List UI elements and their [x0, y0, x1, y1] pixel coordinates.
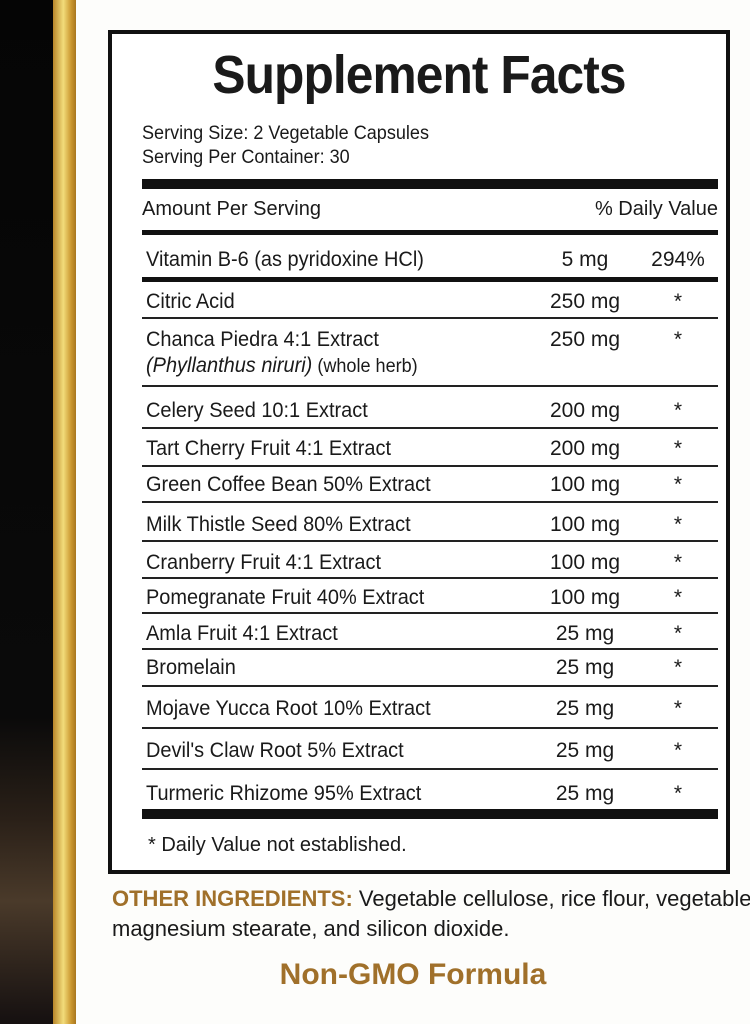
ingredient-dv: *: [673, 782, 683, 805]
ingredient-name: Devil's Claw Root 5% Extract: [146, 739, 404, 762]
footnote: * Daily Value not established.: [148, 834, 407, 856]
ingredient-name: Mojave Yucca Root 10% Extract: [146, 697, 431, 720]
ingredient-amount: 100 mg: [549, 473, 621, 496]
ingredient-dv: *: [673, 739, 683, 762]
supplement-facts-panel: Supplement Facts Serving Size: 2 Vegetab…: [108, 30, 730, 874]
row-divider: [142, 768, 718, 770]
ingredient-name: Bromelain: [146, 656, 236, 679]
row-divider: [142, 612, 718, 614]
ingredient-name: Citric Acid: [146, 290, 235, 313]
ingredient-name: Cranberry Fruit 4:1 Extract: [146, 551, 382, 574]
non-gmo-badge: Non-GMO Formula: [279, 958, 547, 991]
row-divider: [142, 465, 718, 467]
ingredient-amount: 200 mg: [549, 437, 621, 460]
medium-divider: [142, 230, 718, 235]
row-divider: [142, 648, 718, 650]
ingredient-name: Amla Fruit 4:1 Extract: [146, 622, 338, 645]
ingredient-amount: 5 mg: [561, 248, 609, 271]
other-ingredients-text: Vegetable cellulose, rice flour, vegetab…: [112, 886, 750, 941]
ingredient-dv: *: [673, 586, 683, 609]
thick-divider: [142, 179, 718, 189]
row-divider: [142, 385, 718, 387]
ingredient-dv: *: [673, 622, 683, 645]
ingredient-name: Chanca Piedra 4:1 Extract: [146, 328, 379, 351]
column-header: Amount Per Serving % Daily Value: [142, 198, 718, 221]
ingredient-dv: *: [673, 290, 683, 313]
decorative-black-strip: [0, 0, 53, 1024]
ingredient-name: Tart Cherry Fruit 4:1 Extract: [146, 437, 392, 460]
ingredient-name: Pomegranate Fruit 40% Extract: [146, 586, 425, 609]
serving-info: Serving Size: 2 Vegetable Capsules Servi…: [142, 122, 429, 170]
ingredient-amount: 200 mg: [549, 399, 621, 422]
medium-divider: [142, 277, 718, 282]
dv-header: % Daily Value: [594, 198, 718, 220]
ingredient-dv: *: [673, 473, 683, 496]
ingredient-amount: 250 mg: [549, 328, 621, 351]
ingredient-name: Milk Thistle Seed 80% Extract: [146, 513, 411, 536]
row-divider: [142, 317, 718, 319]
ingredient-dv: *: [673, 697, 683, 720]
ingredient-dv: *: [673, 399, 683, 422]
ingredient-dv: *: [673, 551, 683, 574]
other-ingredients: OTHER INGREDIENTS: Vegetable cellulose, …: [112, 884, 750, 944]
ingredient-name: Celery Seed 10:1 Extract: [146, 399, 368, 422]
ingredient-amount: 100 mg: [549, 586, 621, 609]
row-divider: [142, 685, 718, 687]
ingredient-amount: 25 mg: [555, 697, 615, 720]
serving-size: Serving Size: 2 Vegetable Capsules: [142, 123, 429, 144]
ingredient-amount: 25 mg: [555, 739, 615, 762]
thick-divider: [142, 809, 718, 819]
ingredient-amount: 25 mg: [555, 782, 615, 805]
row-divider: [142, 727, 718, 729]
ingredient-amount: 250 mg: [549, 290, 621, 313]
decorative-gold-strip: [53, 0, 76, 1024]
ingredient-amount: 100 mg: [549, 551, 621, 574]
ingredient-dv: *: [673, 437, 683, 460]
servings-per-container: Serving Per Container: 30: [142, 147, 350, 168]
ingredient-amount: 25 mg: [555, 622, 615, 645]
ingredient-dv: *: [673, 513, 683, 536]
ingredient-dv: *: [673, 656, 683, 679]
row-divider: [142, 577, 718, 579]
ingredient-dv: 294%: [651, 248, 705, 271]
ingredient-amount: 25 mg: [555, 656, 615, 679]
row-divider: [142, 427, 718, 429]
ingredient-dv: *: [673, 328, 683, 351]
other-ingredients-label: OTHER INGREDIENTS:: [112, 886, 353, 911]
panel-title: Supplement Facts: [212, 45, 626, 105]
ingredient-name: Chanca Piedra 4:1 Extract (Phyllanthus ni…: [146, 328, 418, 378]
ingredient-amount: 100 mg: [549, 513, 621, 536]
row-divider: [142, 501, 718, 503]
row-divider: [142, 540, 718, 542]
ingredient-name: Green Coffee Bean 50% Extract: [146, 473, 431, 496]
ingredient-name: (Phyllanthus niruri) (whole herb): [146, 354, 418, 377]
ingredient-name: (whole herb): [312, 356, 418, 377]
amount-header: Amount Per Serving: [142, 198, 321, 220]
ingredient-name: Vitamin B-6 (as pyridoxine HCl): [146, 248, 424, 271]
ingredient-name: Turmeric Rhizome 95% Extract: [146, 782, 422, 805]
